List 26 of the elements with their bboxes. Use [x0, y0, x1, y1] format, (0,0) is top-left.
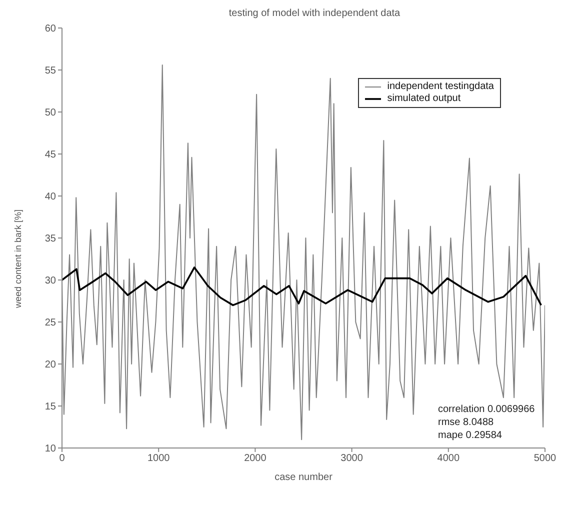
y-tick-label: 55 — [44, 66, 56, 77]
chart-title: testing of model with independent data — [228, 8, 402, 19]
x-tick-label: 4000 — [437, 453, 460, 464]
x-axis-title: case number — [274, 472, 334, 483]
x-tick-label: 3000 — [340, 453, 364, 464]
x-tick-label: 0 — [59, 453, 66, 464]
legend-label: simulated output — [387, 93, 461, 105]
annotation: correlation 0.0069966 — [438, 403, 535, 416]
y-tick-label: 10 — [44, 444, 56, 455]
y-tick-label: 35 — [44, 234, 56, 245]
x-tick-label: 5000 — [534, 453, 557, 464]
y-axis-title: weed content in bark [%] — [13, 209, 24, 309]
y-tick-label: 15 — [44, 402, 56, 413]
y-tick-label: 40 — [44, 192, 56, 203]
y-tick-label: 20 — [44, 360, 56, 371]
y-tick-label: 50 — [44, 108, 56, 119]
y-tick-label: 45 — [44, 150, 56, 161]
y-tick-label: 30 — [44, 276, 56, 287]
x-tick-label: 1000 — [147, 453, 170, 464]
annotation: mape 0.29584 — [438, 429, 503, 442]
legend-label: independent testingdata — [387, 81, 494, 93]
y-tick-label: 60 — [44, 24, 56, 35]
line-series — [62, 266, 542, 306]
y-tick-label: 25 — [44, 318, 56, 329]
annotation: rmse 8.0488 — [438, 416, 495, 429]
x-tick-label: 2000 — [244, 453, 267, 464]
